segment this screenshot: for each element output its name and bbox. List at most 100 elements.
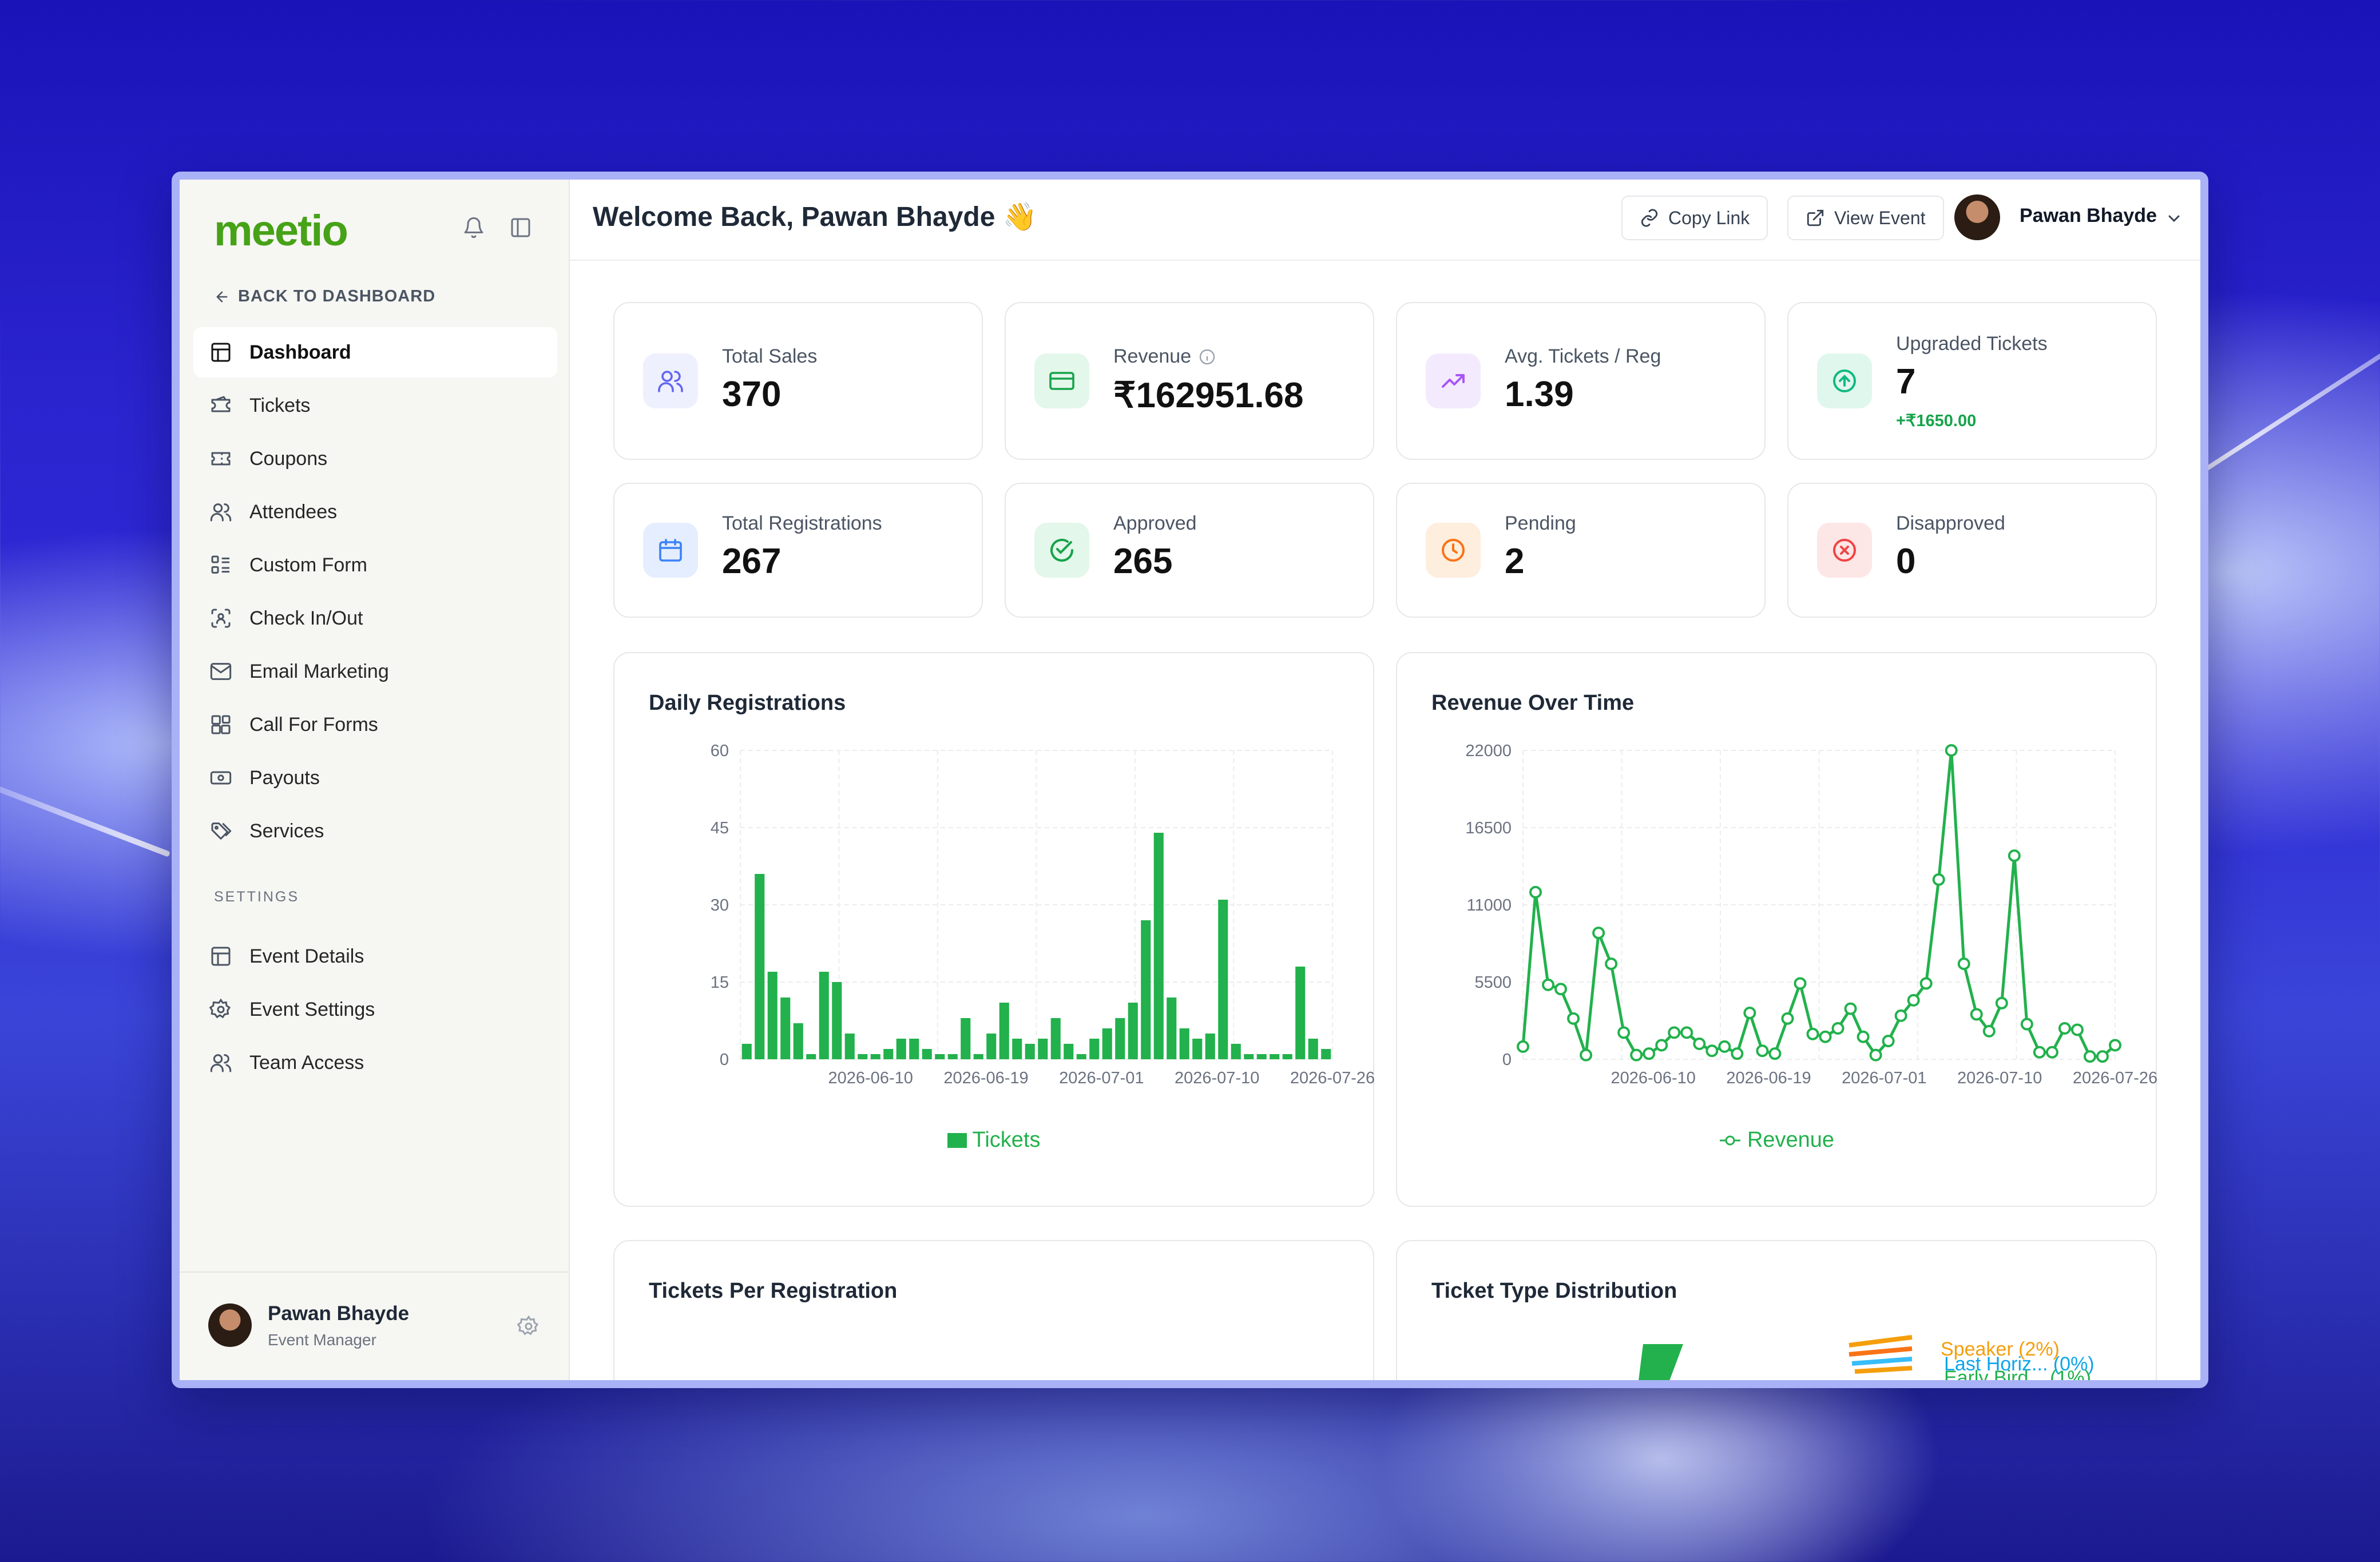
avatar[interactable] [208,1303,252,1347]
stat-label: Approved [1113,512,1197,534]
data-point [1529,885,1542,899]
daily-registrations-chart: 0 15 30 45 60 2026-06-10 2026-06-19 2026-07-01 2… [711,742,1375,1087]
stat-label: Total Sales [722,345,818,367]
sidebar-item-label: Event Settings [249,998,375,1020]
avatar[interactable] [1954,194,2000,240]
bar [1167,997,1177,1059]
stat-label: Revenue [1113,345,1192,367]
stat-label: Pending [1505,512,1576,534]
data-point [1831,1022,1844,1035]
data-point [1995,996,2008,1009]
pie-leader-line [1849,1346,1913,1357]
bar [1282,1054,1292,1059]
external-link-icon [1807,209,1824,226]
bar [1038,1039,1048,1059]
bar [1270,1054,1280,1059]
y-tick-label: 0 [720,1051,729,1069]
bar [1012,1039,1022,1059]
data-point [1680,1026,1693,1039]
data-point [1731,1047,1744,1060]
stat-label-row: Revenue [1113,345,1216,368]
data-point [1743,1007,1756,1019]
data-point [1567,1012,1580,1025]
sidebar-item-services[interactable]: Services [193,806,557,856]
sidebar-item-tickets[interactable]: Tickets [193,380,557,431]
data-point [1957,957,1970,971]
bar [767,972,778,1059]
bar [1218,900,1228,1059]
sidebar-item-event-settings[interactable]: Event Settings [193,984,557,1035]
pie-slice [1639,1344,1683,1380]
bell-icon[interactable] [458,212,490,244]
legend-swatch [1719,1135,1740,1145]
copy-link-button[interactable]: Copy Link [1621,196,1768,240]
bar [986,1034,997,1059]
user-role: Event Manager [268,1331,376,1349]
y-tick-label: 30 [711,896,729,915]
bar [1141,920,1151,1059]
panel-title: Revenue Over Time [1431,691,1635,715]
chevron-down-icon[interactable] [2165,209,2183,228]
data-point [1542,978,1555,991]
sidebar-item-team-access[interactable]: Team Access [193,1038,557,1088]
user-menu-name[interactable]: Pawan Bhayde [2020,205,2157,226]
data-point [1932,873,1945,886]
back-to-dashboard-link[interactable]: BACK TO DASHBOARD [214,287,435,306]
layout-icon [211,343,231,362]
bar [755,874,765,1059]
y-tick-label: 45 [711,819,729,837]
x-tick-label: 2026-06-10 [828,1069,913,1087]
sidebar-item-coupons[interactable]: Coupons [193,434,557,484]
clock-icon [1426,523,1481,578]
view-event-label: View Event [1834,207,1926,228]
pie-label: Speaker (2%) [1941,1338,2060,1360]
blocks-icon [211,715,231,734]
data-point [1869,1048,1882,1062]
sidebar-item-check-in-out[interactable]: Check In/Out [193,593,557,643]
data-point [1794,977,1807,990]
pie-leader-line [1851,1357,1913,1366]
data-point [1554,983,1568,996]
data-point [2020,1018,2033,1031]
bar [1153,833,1164,1059]
stat-card-approved: Approved 265 [1005,483,1374,618]
bar [1308,1039,1318,1059]
data-point [1605,957,1618,971]
back-link-label: BACK TO DASHBOARD [238,287,436,305]
x-tick-label: 2026-07-26 [1290,1069,1375,1087]
app-window: meetio BACK TO DASHBOARD Dashboard Ticke… [172,172,2208,1388]
sidebar-item-payouts[interactable]: Payouts [193,753,557,803]
sidebar-item-event-details[interactable]: Event Details [193,931,557,981]
sidebar-item-custom-form[interactable]: Custom Form [193,540,557,590]
stat-value: 2 [1505,542,1525,581]
sidebar-item-attendees[interactable]: Attendees [193,487,557,537]
bar [1295,967,1306,1059]
sidebar-toggle-icon[interactable] [505,212,537,244]
sidebar-item-dashboard[interactable]: Dashboard [193,327,557,377]
data-point [1882,1035,1895,1048]
sidebar-nav: Dashboard Tickets Coupons Attendees Cust… [193,327,557,859]
view-event-button[interactable]: View Event [1787,196,1944,240]
info-icon[interactable] [1198,348,1216,366]
sidebar-item-call-for-forms[interactable]: Call For Forms [193,699,557,750]
app-logo[interactable]: meetio [214,206,348,255]
legend-swatch [947,1132,967,1148]
bar [883,1049,894,1059]
y-tick-label: 5500 [1474,973,1512,992]
mail-icon [210,663,232,680]
bar [1050,1018,1061,1059]
data-point [1982,1024,1996,1038]
sidebar-item-email-marketing[interactable]: Email Marketing [193,646,557,697]
stat-card-total-registrations: Total Registrations 267 [613,483,983,618]
sidebar-item-label: Coupons [249,447,328,470]
bar [793,1023,803,1059]
stat-value: ₹162951.68 [1113,376,1304,415]
tickets-per-registration-panel: Tickets Per Registration [613,1240,1374,1380]
sidebar-item-label: Services [249,820,324,842]
gear-icon[interactable] [517,1315,540,1338]
stat-value: 7 [1896,362,1916,402]
calendar-icon [643,523,698,578]
data-point [1781,1012,1794,1025]
bar [1321,1049,1331,1059]
panel-title: Tickets Per Registration [649,1279,898,1303]
